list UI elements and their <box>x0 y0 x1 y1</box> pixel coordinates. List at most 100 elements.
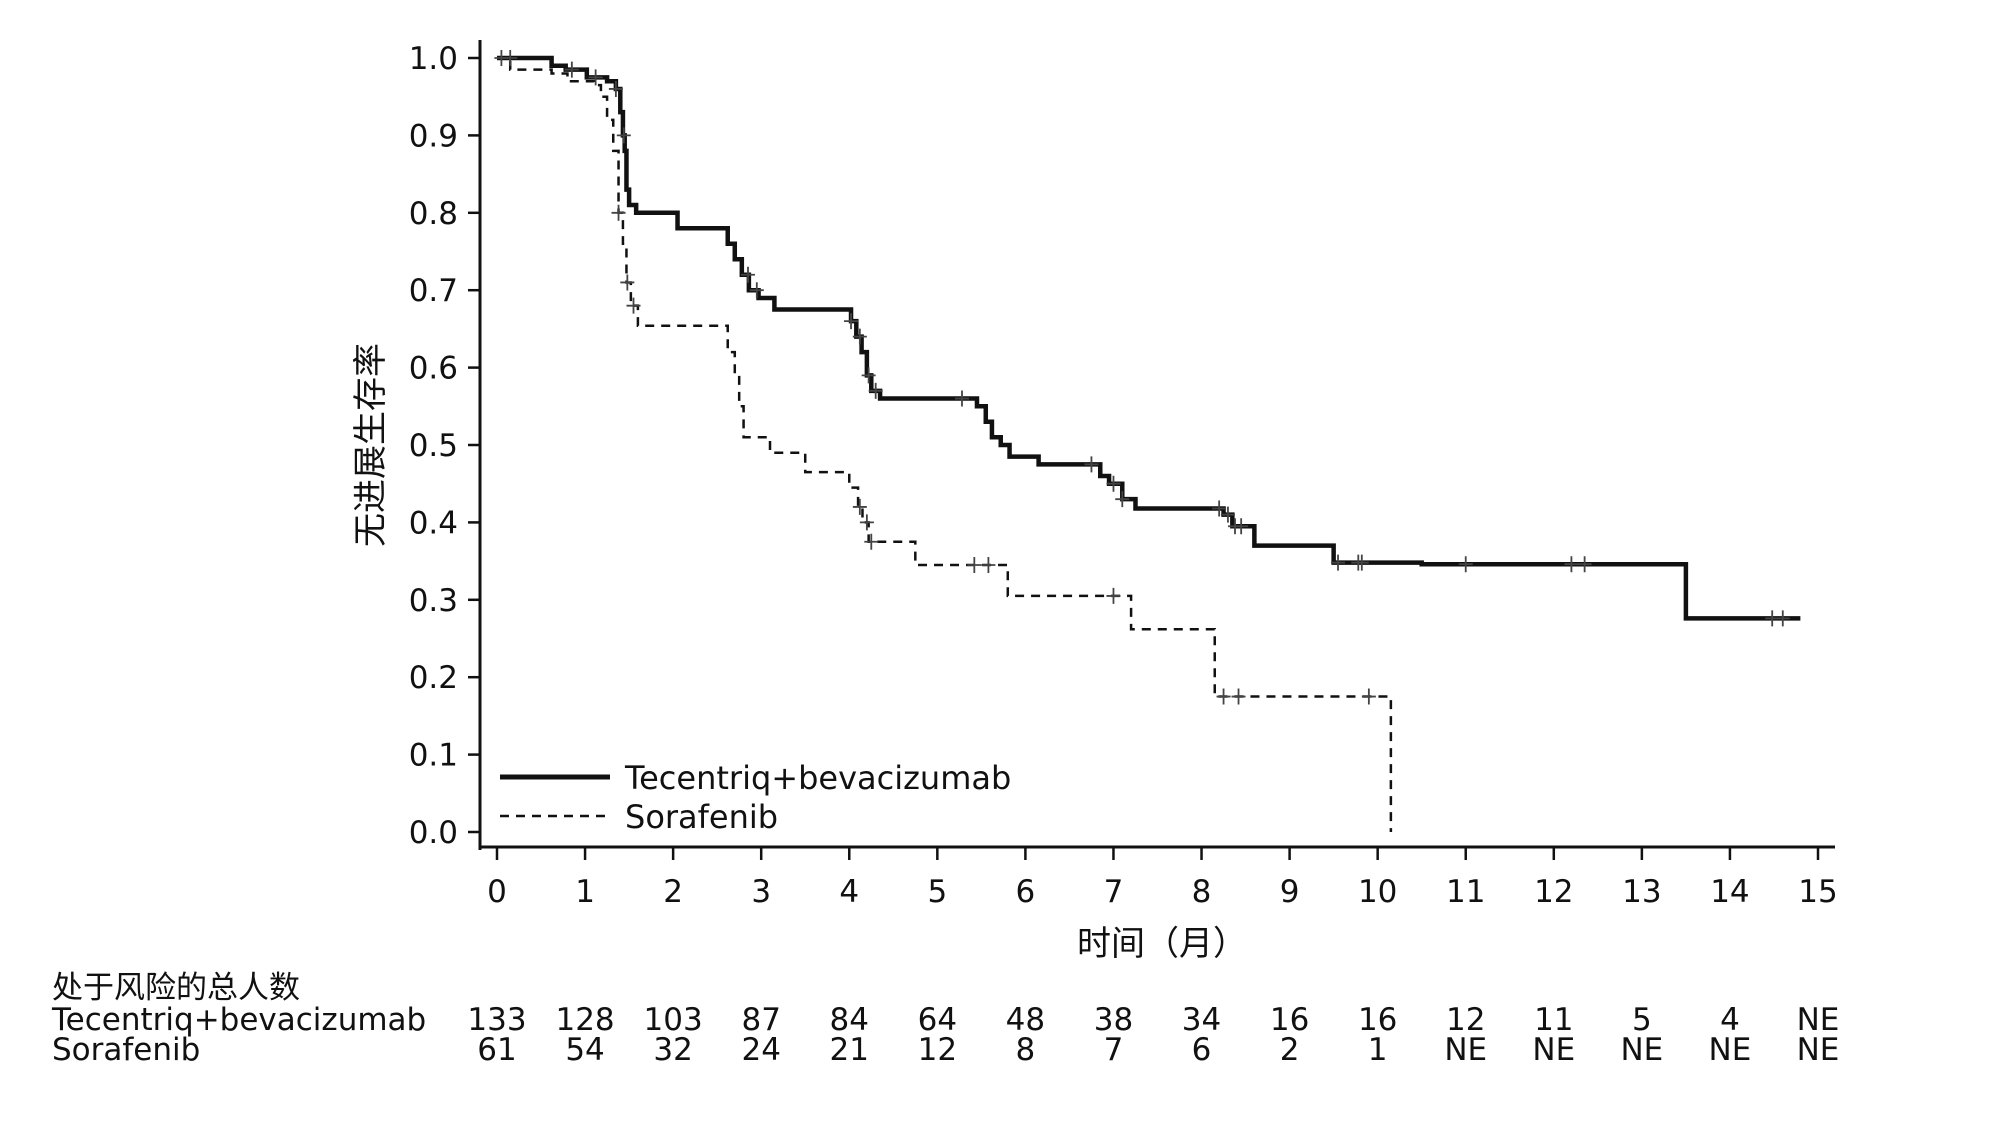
censor-mark-1-10 <box>1231 688 1246 705</box>
censor-mark-0-14 <box>1106 475 1121 492</box>
censor-mark-0-6 <box>740 266 755 283</box>
risk-value-tecentriq-7: 38 <box>1094 1002 1133 1038</box>
curve-sorafenib <box>497 56 1393 832</box>
risk-value-sorafenib-4: 21 <box>830 1032 869 1068</box>
censor-mark-1-0 <box>611 204 626 221</box>
x-ticks: 0 1 2 3 4 5 6 7 8 9 10 11 12 13 14 15 <box>487 847 1838 910</box>
risk-value-tecentriq-3: 87 <box>741 1002 780 1038</box>
x-tick-label-8: 8 <box>1192 874 1212 910</box>
censor-mark-0-23 <box>1458 556 1473 573</box>
risk-value-tecentriq-2: 103 <box>644 1002 703 1038</box>
risk-value-tecentriq-10: 16 <box>1358 1002 1397 1038</box>
risk-row-label-sorafenib: Sorafenib <box>52 1032 200 1068</box>
censor-mark-1-2 <box>626 297 641 314</box>
censor-mark-0-7 <box>749 282 764 299</box>
y-tick-label-4: 0.4 <box>409 505 458 541</box>
censor-mark-0-9 <box>852 328 867 345</box>
curve-tecentriq <box>497 55 1801 621</box>
x-tick-label-5: 5 <box>927 874 947 910</box>
x-tick-label-13: 13 <box>1622 874 1661 910</box>
censor-mark-1-5 <box>864 533 879 550</box>
censor-mark-1-1 <box>620 274 635 291</box>
axes <box>478 40 1835 850</box>
risk-value-sorafenib-1: 54 <box>565 1032 604 1068</box>
risk-value-sorafenib-10: 1 <box>1368 1032 1388 1068</box>
risk-value-sorafenib-0: 61 <box>477 1032 516 1068</box>
censor-mark-0-10 <box>861 367 876 384</box>
x-tick-label-3: 3 <box>751 874 771 910</box>
risk-value-sorafenib-11: NE <box>1444 1032 1487 1068</box>
risk-value-sorafenib-9: 2 <box>1280 1032 1300 1068</box>
risk-table-title: 处于风险的总人数 <box>52 970 300 1006</box>
y-tick-label-8: 0.8 <box>409 196 458 232</box>
risk-value-sorafenib-7: 7 <box>1104 1032 1124 1068</box>
censor-mark-1-3 <box>852 498 867 515</box>
censor-mark-0-22 <box>1354 554 1369 571</box>
x-axis-title: 时间（月） <box>1077 924 1247 964</box>
x-tick-label-2: 2 <box>663 874 683 910</box>
risk-value-tecentriq-8: 34 <box>1182 1002 1221 1038</box>
x-tick-label-10: 10 <box>1358 874 1397 910</box>
censor-mark-0-5 <box>616 127 631 144</box>
censor-mark-1-8 <box>1106 587 1121 604</box>
y-tick-label-9: 0.9 <box>409 118 458 154</box>
survival-curves <box>497 55 1801 832</box>
risk-value-tecentriq-13: 5 <box>1632 1002 1652 1038</box>
censor-mark-0-13 <box>1084 456 1099 473</box>
censor-mark-1-11 <box>1361 688 1376 705</box>
risk-table: 处于风险的总人数 Tecentriq+bevacizumab Sorafenib… <box>51 970 1839 1068</box>
legend-label-tecentriq: Tecentriq+bevacizumab <box>624 759 1011 797</box>
censor-mark-0-24 <box>1564 556 1579 573</box>
risk-value-sorafenib-5: 12 <box>918 1032 957 1068</box>
y-tick-label-3: 0.3 <box>409 583 458 619</box>
y-tick-label-2: 0.2 <box>409 660 458 696</box>
risk-value-tecentriq-1: 128 <box>555 1002 614 1038</box>
censor-mark-0-12 <box>954 390 969 407</box>
x-tick-label-6: 6 <box>1016 874 1036 910</box>
x-tick-label-1: 1 <box>575 874 595 910</box>
risk-value-sorafenib-3: 24 <box>741 1032 780 1068</box>
y-tick-label-5: 0.5 <box>409 428 458 464</box>
risk-value-sorafenib-6: 8 <box>1016 1032 1036 1068</box>
x-tick-label-11: 11 <box>1446 874 1485 910</box>
risk-value-tecentriq-15: NE <box>1797 1002 1840 1038</box>
censor-marks <box>494 50 1790 705</box>
censor-mark-0-4 <box>608 80 623 97</box>
censor-mark-0-25 <box>1577 556 1592 573</box>
risk-value-tecentriq-0: 133 <box>467 1002 526 1038</box>
censor-mark-0-8 <box>844 313 859 330</box>
y-tick-label-7: 0.7 <box>409 273 458 309</box>
censor-mark-1-9 <box>1216 688 1231 705</box>
risk-value-tecentriq-5: 64 <box>918 1002 957 1038</box>
censor-mark-0-19 <box>1234 518 1249 535</box>
risk-row-label-tecentriq: Tecentriq+bevacizumab <box>51 1002 426 1038</box>
censor-mark-1-4 <box>859 514 874 531</box>
risk-value-sorafenib-2: 32 <box>653 1032 692 1068</box>
y-ticks: 0.0 0.1 0.2 0.3 0.4 0.5 0.6 0.7 0.8 0.9 1.0 <box>409 41 480 851</box>
censor-mark-0-11 <box>868 382 883 399</box>
risk-value-tecentriq-4: 84 <box>830 1002 869 1038</box>
x-tick-label-9: 9 <box>1280 874 1300 910</box>
x-tick-label-15: 15 <box>1798 874 1837 910</box>
risk-value-sorafenib-13: NE <box>1620 1032 1663 1068</box>
censor-mark-0-16 <box>1212 500 1227 517</box>
censor-mark-0-27 <box>1775 610 1790 627</box>
risk-value-sorafenib-12: NE <box>1532 1032 1575 1068</box>
censor-mark-0-15 <box>1115 491 1130 508</box>
risk-value-sorafenib-8: 6 <box>1192 1032 1212 1068</box>
x-tick-label-4: 4 <box>839 874 859 910</box>
legend: Tecentriq+bevacizumab Sorafenib <box>500 759 1011 836</box>
x-tick-label-14: 14 <box>1710 874 1749 910</box>
risk-value-tecentriq-9: 16 <box>1270 1002 1309 1038</box>
y-tick-label-10: 1.0 <box>409 41 458 77</box>
censor-mark-0-1 <box>503 50 518 66</box>
risk-value-tecentriq-6: 48 <box>1006 1002 1045 1038</box>
censor-mark-0-2 <box>564 61 579 78</box>
x-tick-label-12: 12 <box>1534 874 1573 910</box>
risk-value-sorafenib-14: NE <box>1709 1032 1752 1068</box>
censor-mark-0-20 <box>1331 554 1346 571</box>
censor-mark-1-7 <box>981 556 996 573</box>
censor-mark-0-17 <box>1220 506 1235 523</box>
risk-value-tecentriq-12: 11 <box>1534 1002 1573 1038</box>
